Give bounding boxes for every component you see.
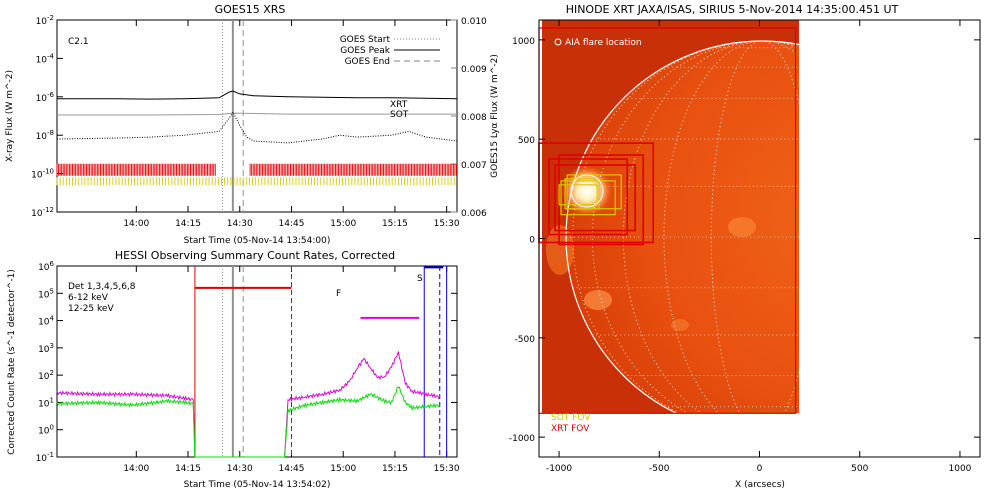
hessi-ytick-label: 10-1 [36,451,54,464]
hessi-xtick-label: 15:00 [330,464,356,474]
goes-xtick-label: 14:15 [175,219,201,229]
goes-ytick-right-label: 0.007 [461,161,487,171]
xrt-ytick-label: 1000 [512,37,535,47]
hessi-xtick-label: 14:15 [175,464,201,474]
xrt-fov-box [554,164,637,232]
hessi-xlabel: Start Time (05-Nov-14 13:54:02) [184,480,331,490]
hessi-xtick-label: 15:15 [382,464,408,474]
hessi-ytick-label: 105 [38,287,54,300]
sot-fov-label: SOT FOV [551,413,591,423]
xrt-xtick-label: 1000 [949,464,972,474]
goes-xlabel: Start Time (05-Nov-14 13:54:00) [184,236,331,246]
goes-marks [56,20,458,212]
xrt-xtick-label: -500 [649,464,670,474]
hessi-xtick-label: 14:30 [227,464,253,474]
hessi-marks [56,266,448,458]
hessi-ylabel: Corrected Count Rate (s^-1 detector^-1) [7,269,17,455]
hessi-flag-s: S [417,274,423,284]
xrt-ytick-label: -1000 [509,434,535,444]
legend-goes-peak: GOES Peak [340,46,390,56]
bright-region-1 [584,290,612,310]
legend-goes-end: GOES End [345,57,390,67]
sot-fov-box [560,180,616,216]
legend-6-12kev: 6-12 keV [68,293,109,303]
aia-legend-marker [554,38,562,46]
goes-xtick-label: 14:45 [279,219,305,229]
hessi-ytick-label: 102 [38,369,54,382]
goes-ytick-right-label: 0.006 [461,209,487,219]
aia-legend-label: AIA flare location [565,38,642,48]
hessi-ytick-label: 103 [38,342,54,355]
mid_energy-curve [56,386,441,458]
goes-title: GOES15 XRS [215,3,286,16]
xrt-title: HINODE XRT JAXA/ISAS, SIRIUS 5-Nov-2014 … [566,3,899,16]
goes-ylabel: X-ray Flux (W m^-2) [5,70,15,162]
goes-ylabel-right: GOES15 Lyα Flux (W m^-2) [490,54,500,178]
hessi-flag-f: F [336,289,341,299]
goes-sot-label: SOT [390,110,409,120]
goes-xtick-label: 15:15 [382,219,408,229]
goes-ytick-label: 10-10 [31,168,54,181]
xrt-fov-label: XRT FOV [551,424,590,434]
solar-limb [565,40,799,413]
xrt-xtick-label: 500 [851,464,868,474]
bright-region-2 [728,217,756,237]
hessi-plot-frame [56,265,458,458]
flare-brightening [561,165,613,217]
xrt-xtick-label: 0 [757,464,763,474]
solar-disk [566,41,799,413]
goes-legend: GOES Start GOES Peak GOES End [340,35,440,67]
xrt-ytick-label: 500 [518,136,535,146]
goes_long-curve [57,90,458,100]
xrt-ticks: -1000 -500 0 500 1000 1000 500 0 -500 -1000 [509,20,980,474]
xrt-fov-box [548,158,628,236]
goes-xtick-label: 15:30 [434,219,460,229]
goes-ytick-label: 10-12 [31,206,54,219]
goes-ytick-label: 10-8 [36,129,54,142]
goes-ytick-label: 10-4 [36,52,55,65]
hessi-xtick-label: 14:45 [279,464,305,474]
legend-12-25kev: 12-25 keV [68,304,114,314]
goes-flare-class: C2.1 [68,37,89,47]
goes-xtick-label: 14:30 [227,219,253,229]
goes-xtick-label: 15:00 [330,219,356,229]
legend-goes-start: GOES Start [340,35,391,45]
xrt-xlabel: X (arcsecs) [735,480,785,490]
hessi-ytick-label: 101 [38,396,54,409]
bright-region-3 [671,319,689,331]
goes-ytick-right-label: 0.008 [461,113,487,123]
legend-det: Det 1,3,4,5,6,8 [68,282,136,292]
goes-ytick-label: 10-2 [36,14,54,27]
goes-xtick-label: 14:00 [123,219,149,229]
xrt-ytick-label: -500 [515,335,536,345]
xrt-xtick-label: -1000 [546,464,572,474]
hessi-title: HESSI Observing Summary Count Rates, Cor… [115,249,395,262]
hessi-ytick-label: 104 [38,315,54,328]
goes-panel: GOES15 XRS 14:00 14:15 14:30 14:45 15:00 15:1… [5,3,500,246]
aia-flare-marker [570,174,604,208]
goes-ytick-label: 10-6 [36,91,55,104]
goes-ytick-right-label: 0.009 [461,65,487,75]
goes-ticks: 14:00 14:15 14:30 14:45 15:00 15:15 15:30 10-2 1… [31,14,487,229]
goes-xrt-label: XRT [390,100,408,110]
hessi-ytick-label: 106 [38,260,54,273]
bright-region-4 [546,225,574,275]
goes-ytick-right-label: 0.010 [461,17,487,27]
hessi-panel: HESSI Observing Summary Count Rates, Cor… [7,249,460,490]
goes_short-curve [56,111,458,144]
hessi-xtick-label: 14:00 [123,464,149,474]
sot-fov-box [564,178,600,210]
hessi-xtick-label: 15:30 [434,464,460,474]
xrt-panel: HINODE XRT JAXA/ISAS, SIRIUS 5-Nov-2014 … [509,3,981,490]
hessi-ytick-label: 100 [38,424,54,437]
xrt-ytick-label: 0 [529,236,535,246]
hessi-legend: Det 1,3,4,5,6,8 6-12 keV 12-25 keV [68,282,136,314]
